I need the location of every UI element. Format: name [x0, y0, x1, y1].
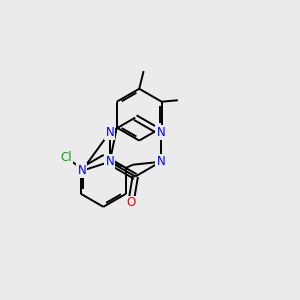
Text: N: N: [105, 126, 114, 139]
Text: N: N: [77, 164, 86, 177]
Text: N: N: [105, 155, 114, 168]
Text: Cl: Cl: [60, 151, 72, 164]
Text: O: O: [126, 196, 136, 209]
Text: N: N: [156, 126, 165, 139]
Text: N: N: [156, 155, 165, 168]
